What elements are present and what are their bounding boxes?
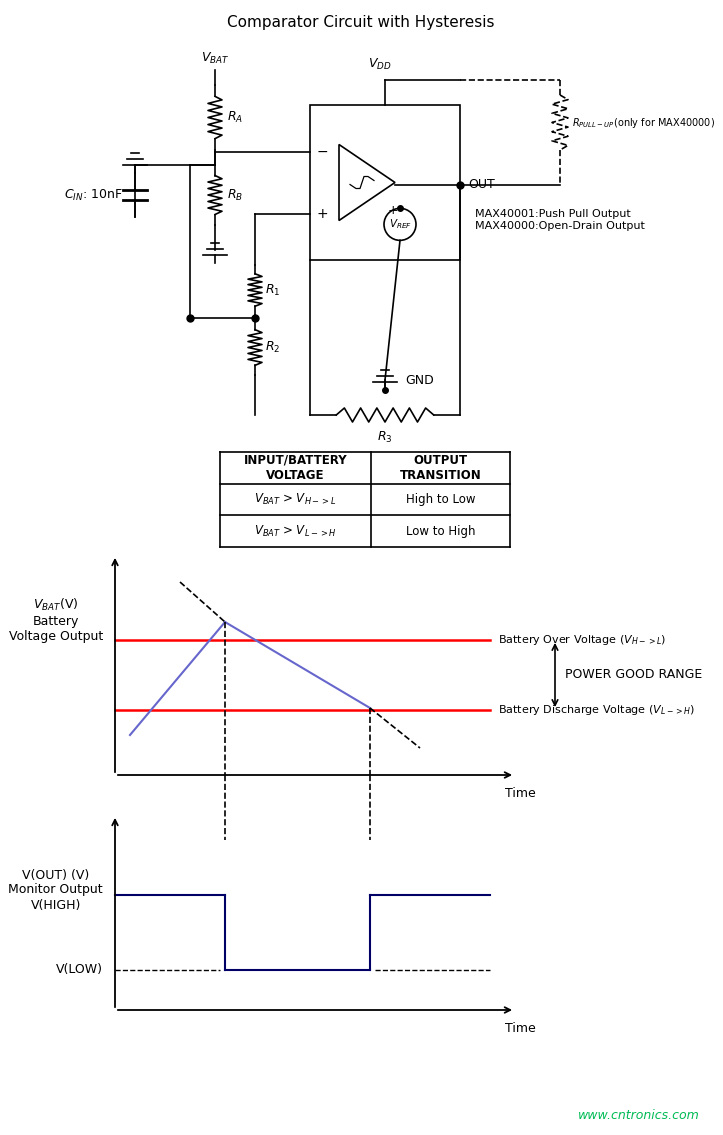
- Text: POWER GOOD RANGE: POWER GOOD RANGE: [565, 669, 702, 681]
- Text: $R_3$: $R_3$: [377, 430, 393, 445]
- Text: GND: GND: [405, 373, 434, 387]
- Text: $R_A$: $R_A$: [227, 110, 243, 125]
- Text: OUTPUT
TRANSITION: OUTPUT TRANSITION: [400, 454, 482, 482]
- Text: $R_B$: $R_B$: [227, 187, 243, 202]
- Text: $R_1$: $R_1$: [265, 283, 281, 297]
- Text: $R_2$: $R_2$: [265, 340, 281, 355]
- Text: $V_{BAT}$ > $V_{H->L}$: $V_{BAT}$ > $V_{H->L}$: [254, 491, 337, 507]
- Text: MAX40001:Push Pull Output
MAX40000:Open-Drain Output: MAX40001:Push Pull Output MAX40000:Open-…: [475, 209, 645, 230]
- Text: Time: Time: [505, 787, 535, 800]
- Text: $V_{BAT}$(V)
Battery
Voltage Output: $V_{BAT}$(V) Battery Voltage Output: [9, 597, 103, 644]
- Text: Low to High: Low to High: [406, 524, 475, 538]
- Text: $V_{BAT}$ > $V_{L->H}$: $V_{BAT}$ > $V_{L->H}$: [254, 523, 337, 539]
- Text: Time: Time: [505, 1022, 535, 1035]
- Text: V(LOW): V(LOW): [56, 964, 103, 976]
- Text: Comparator Circuit with Hysteresis: Comparator Circuit with Hysteresis: [227, 15, 495, 30]
- Text: INPUT/BATTERY
VOLTAGE: INPUT/BATTERY VOLTAGE: [244, 454, 347, 482]
- Text: $V_{REF}$: $V_{REF}$: [388, 218, 411, 232]
- Text: www.cntronics.com: www.cntronics.com: [578, 1109, 700, 1123]
- Text: −: −: [317, 144, 329, 159]
- Text: $V_{BAT}$: $V_{BAT}$: [201, 51, 229, 66]
- Bar: [310, 106, 460, 260]
- Text: High to Low: High to Low: [406, 493, 475, 506]
- Text: $R_{PULL-UP}$(only for MAX40000): $R_{PULL-UP}$(only for MAX40000): [572, 116, 715, 129]
- Text: +: +: [317, 207, 329, 220]
- Text: $C_{IN}$: 10nF: $C_{IN}$: 10nF: [64, 187, 123, 202]
- Text: V(OUT) (V)
Monitor Output
V(HIGH): V(OUT) (V) Monitor Output V(HIGH): [9, 868, 103, 911]
- Text: Battery Discharge Voltage ($V_{L->H}$): Battery Discharge Voltage ($V_{L->H}$): [498, 703, 696, 717]
- Text: +: +: [388, 204, 398, 217]
- Text: OUT: OUT: [468, 178, 495, 192]
- Text: $V_{DD}$: $V_{DD}$: [368, 57, 392, 72]
- Text: Battery Over Voltage ($V_{H->L}$): Battery Over Voltage ($V_{H->L}$): [498, 633, 666, 647]
